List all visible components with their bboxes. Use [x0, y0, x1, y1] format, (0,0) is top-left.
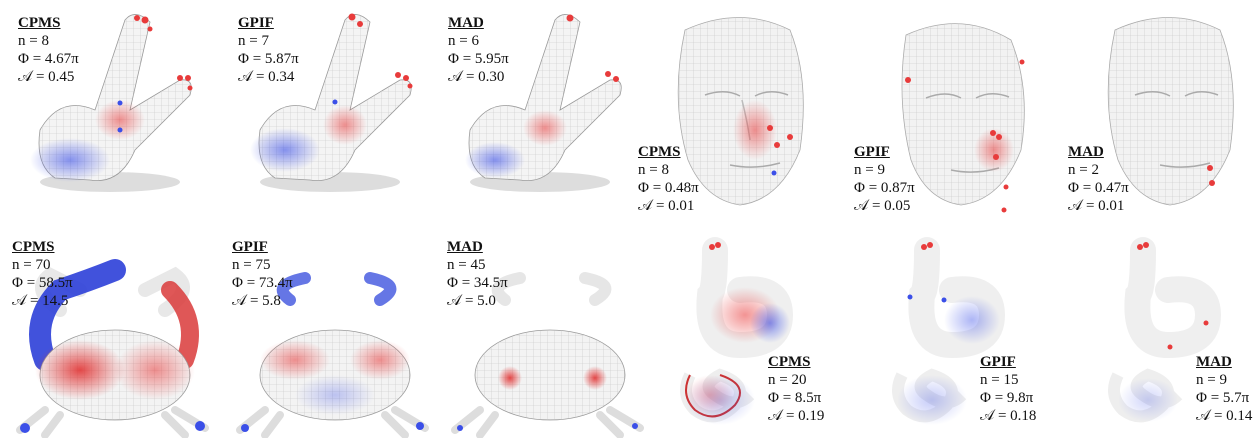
area-value: 𝒜 = 0.01 — [1068, 198, 1125, 214]
area-value: 𝒜 = 5.8 — [232, 293, 281, 309]
count-n: n = 7 — [238, 33, 269, 49]
metrics-label: MAD n = 6 Φ = 5.95π 𝒜 = 0.30 — [448, 14, 509, 86]
count-n: n = 8 — [18, 33, 49, 49]
area-value: 𝒜 = 0.45 — [18, 69, 75, 85]
count-n: n = 6 — [448, 33, 479, 49]
panel-intestine-cpms: CPMS n = 20 Φ = 8.5π 𝒜 = 0.19 — [660, 235, 860, 438]
method-name: GPIF — [238, 15, 274, 31]
intestine-model — [680, 237, 794, 425]
count-n: n = 20 — [768, 372, 807, 388]
count-n: n = 9 — [854, 162, 885, 178]
area-value: 𝒜 = 14.5 — [12, 293, 69, 309]
method-name: MAD — [447, 239, 483, 255]
panel-face-cpms: CPMS n = 8 Φ = 0.48π 𝒜 = 0.01 — [630, 0, 840, 225]
metrics-label: MAD n = 45 Φ = 34.5π 𝒜 = 5.0 — [447, 238, 508, 310]
metrics-label: CPMS n = 20 Φ = 8.5π 𝒜 = 0.19 — [768, 353, 824, 425]
phi-value: Φ = 73.4π — [232, 275, 293, 291]
metrics-label: GPIF n = 7 Φ = 5.87π 𝒜 = 0.34 — [238, 14, 299, 86]
metrics-label: GPIF n = 9 Φ = 0.87π 𝒜 = 0.05 — [854, 143, 915, 215]
bunny-ears-model — [250, 13, 413, 192]
count-n: n = 75 — [232, 257, 271, 273]
area-value: 𝒜 = 0.30 — [448, 69, 505, 85]
face-model — [677, 17, 804, 206]
method-name: MAD — [448, 15, 484, 31]
count-n: n = 70 — [12, 257, 51, 273]
method-name: GPIF — [232, 239, 268, 255]
method-name: CPMS — [12, 239, 55, 255]
phi-value: Φ = 0.87π — [854, 180, 915, 196]
panel-face-mad: MAD n = 2 Φ = 0.47π 𝒜 = 0.01 — [1060, 0, 1256, 225]
count-n: n = 9 — [1196, 372, 1227, 388]
panel-bunny-cpms: CPMS n = 8 Φ = 4.67π 𝒜 = 0.45 — [0, 0, 210, 200]
phi-value: Φ = 4.67π — [18, 51, 79, 67]
phi-value: Φ = 5.7π — [1196, 390, 1250, 406]
method-name: MAD — [1196, 354, 1232, 370]
phi-value: Φ = 5.87π — [238, 51, 299, 67]
method-name: GPIF — [980, 354, 1016, 370]
panel-crab-mad: MAD n = 45 Φ = 34.5π 𝒜 = 5.0 — [435, 230, 655, 438]
phi-value: Φ = 8.5π — [768, 390, 822, 406]
method-name: MAD — [1068, 144, 1104, 160]
panel-face-gpif: GPIF n = 9 Φ = 0.87π 𝒜 = 0.05 — [846, 0, 1056, 225]
intestine-model — [1108, 237, 1222, 423]
count-n: n = 15 — [980, 372, 1019, 388]
method-name: CPMS — [768, 354, 811, 370]
metrics-label: GPIF n = 15 Φ = 9.8π 𝒜 = 0.18 — [980, 353, 1036, 425]
area-value: 𝒜 = 5.0 — [447, 293, 496, 309]
crab-model — [451, 272, 644, 438]
crab-model — [16, 259, 209, 438]
metrics-label: CPMS n = 8 Φ = 4.67π 𝒜 = 0.45 — [18, 14, 79, 86]
metrics-label: MAD n = 9 Φ = 5.7π 𝒜 = 0.14 — [1196, 353, 1252, 425]
panel-bunny-mad: MAD n = 6 Φ = 5.95π 𝒜 = 0.30 — [430, 0, 640, 200]
panel-intestine-gpif: GPIF n = 15 Φ = 9.8π 𝒜 = 0.18 — [872, 235, 1062, 438]
intestine-model — [892, 237, 1006, 425]
metrics-label: GPIF n = 75 Φ = 73.4π 𝒜 = 5.8 — [232, 238, 293, 310]
count-n: n = 2 — [1068, 162, 1099, 178]
phi-value: Φ = 0.47π — [1068, 180, 1129, 196]
phi-value: Φ = 9.8π — [980, 390, 1034, 406]
phi-value: Φ = 34.5π — [447, 275, 508, 291]
metrics-label: MAD n = 2 Φ = 0.47π 𝒜 = 0.01 — [1068, 143, 1129, 215]
crab-model — [236, 272, 429, 438]
area-value: 𝒜 = 0.34 — [238, 69, 295, 85]
metrics-label: CPMS n = 8 Φ = 0.48π 𝒜 = 0.01 — [638, 143, 699, 215]
area-value: 𝒜 = 0.19 — [768, 408, 825, 424]
method-name: GPIF — [854, 144, 890, 160]
panel-intestine-mad: MAD n = 9 Φ = 5.7π 𝒜 = 0.14 — [1088, 235, 1256, 438]
phi-value: Φ = 5.95π — [448, 51, 509, 67]
count-n: n = 45 — [447, 257, 486, 273]
area-value: 𝒜 = 0.05 — [854, 198, 911, 214]
area-value: 𝒜 = 0.14 — [1196, 408, 1253, 424]
method-name: CPMS — [638, 144, 681, 160]
panel-crab-gpif: GPIF n = 75 Φ = 73.4π 𝒜 = 5.8 — [220, 230, 440, 438]
phi-value: Φ = 0.48π — [638, 180, 699, 196]
phi-value: Φ = 58.5π — [12, 275, 73, 291]
area-value: 𝒜 = 0.18 — [980, 408, 1037, 424]
face-model — [901, 23, 1025, 213]
area-value: 𝒜 = 0.01 — [638, 198, 695, 214]
panel-crab-cpms: CPMS n = 70 Φ = 58.5π 𝒜 = 14.5 — [0, 230, 220, 438]
method-name: CPMS — [18, 15, 61, 31]
face-model — [1107, 17, 1234, 206]
count-n: n = 8 — [638, 162, 669, 178]
metrics-label: CPMS n = 70 Φ = 58.5π 𝒜 = 14.5 — [12, 238, 73, 310]
panel-bunny-gpif: GPIF n = 7 Φ = 5.87π 𝒜 = 0.34 — [220, 0, 430, 200]
bunny-ears-model — [30, 14, 193, 192]
bunny-ears-model — [465, 14, 622, 192]
